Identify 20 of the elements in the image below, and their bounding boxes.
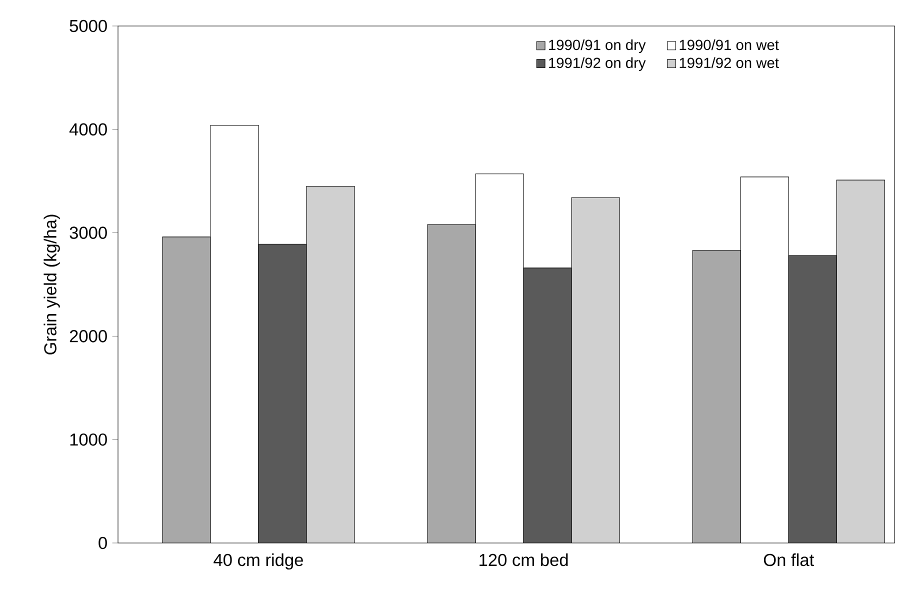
x-tick-label: 120 cm bed <box>480 553 568 566</box>
legend-label: 1991/92 on wet <box>680 57 779 68</box>
legend-label: 1990/91 on dry <box>549 39 646 54</box>
bar <box>836 180 885 543</box>
legend-label: 1991/92 on dry <box>549 57 646 71</box>
y-tick-label: 3000 <box>70 226 107 239</box>
bar <box>788 255 837 543</box>
bar <box>523 268 572 543</box>
x-tick-label: 40 cm ridge <box>214 553 303 570</box>
y-tick-label: 2000 <box>70 330 107 342</box>
y-tick-label: 5000 <box>70 20 107 32</box>
y-tick-label: 4000 <box>69 123 107 136</box>
bar <box>258 244 307 543</box>
y-axis-title: Grain yield (kg/ha) <box>44 214 60 354</box>
y-tick-label: 1000 <box>70 433 107 446</box>
x-tick-label: On flat <box>764 553 814 566</box>
bar <box>306 186 355 543</box>
bar <box>571 197 620 543</box>
y-tick-label: 0 <box>98 536 107 550</box>
legend-label: 1990/91 on wet <box>680 39 779 50</box>
